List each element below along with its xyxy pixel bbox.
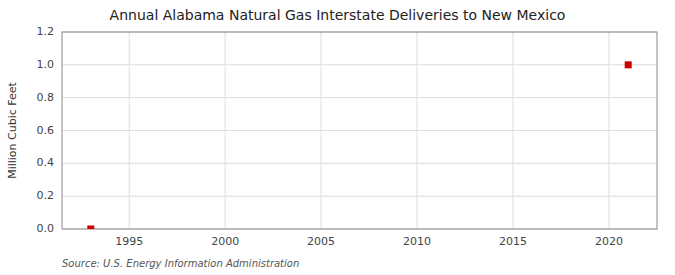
tick-label: 0.8	[37, 91, 55, 104]
grid-line	[417, 32, 418, 229]
plot-frame	[62, 32, 657, 229]
title: Annual Alabama Natural Gas Interstate De…	[110, 7, 566, 23]
tick-label: 2010	[403, 235, 431, 248]
tick-label: 2005	[307, 235, 335, 248]
tick-label: 0.0	[37, 222, 55, 235]
grid-line	[62, 163, 657, 164]
axes: 0.0 0.2 0.4 0.6 0.8 1.0 1.2 1995 2000 2005 2010 201…	[37, 25, 624, 248]
tick-label: 2000	[211, 235, 239, 248]
grid-line	[62, 130, 657, 131]
tick-label: 0.4	[37, 156, 55, 169]
source-note: Source: U.S. Energy Information Administ…	[62, 258, 299, 269]
grid-line	[62, 64, 657, 65]
grid-line	[225, 32, 226, 229]
grid-line	[321, 32, 322, 229]
grid-line	[609, 32, 610, 229]
plot-area	[62, 32, 657, 229]
point	[87, 226, 94, 230]
marks	[87, 61, 631, 229]
tick-label: 2020	[595, 235, 623, 248]
grid	[62, 32, 657, 229]
point	[625, 61, 632, 68]
grid-line	[129, 32, 130, 229]
tick-label: 0.2	[37, 189, 55, 202]
tick-label: 0.6	[37, 124, 55, 137]
chart: 0.0 0.2 0.4 0.6 0.8 1.0 1.2 1995 2000 2005 2010 201…	[0, 0, 675, 275]
tick-label: 1.0	[37, 58, 55, 71]
grid-line	[62, 196, 657, 197]
tick-label: 1.2	[37, 25, 55, 38]
grid-line	[62, 97, 657, 98]
tick-label: 2015	[499, 235, 527, 248]
grid-line	[513, 32, 514, 229]
tick-label: 1995	[115, 235, 143, 248]
y-axis-label: Million Cubic Feet	[6, 81, 19, 178]
